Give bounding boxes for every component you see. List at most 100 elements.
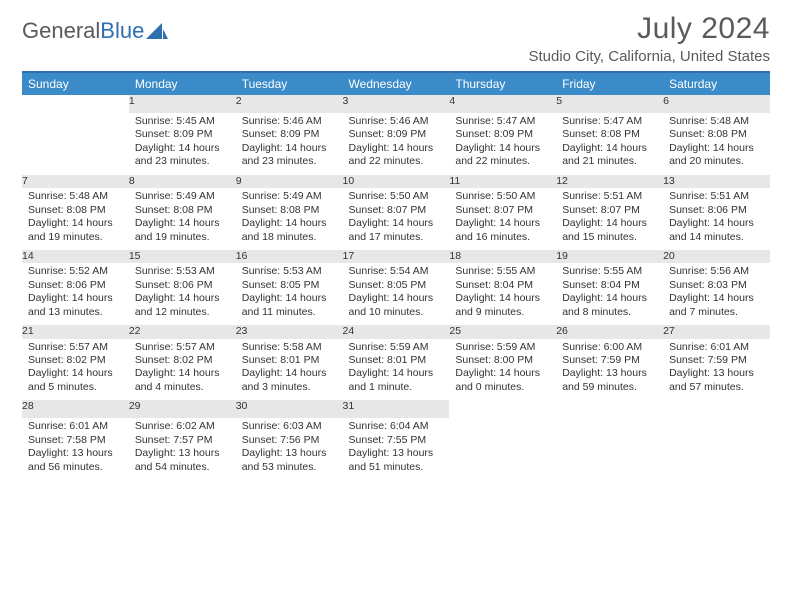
day-number: 14 [22,250,129,263]
sunrise-line: Sunrise: 5:51 AM [562,190,657,203]
daylight-line: Daylight: 14 hours and 18 minutes. [242,217,337,244]
daylight-line: Daylight: 14 hours and 19 minutes. [28,217,123,244]
daylight-line: Daylight: 14 hours and 19 minutes. [135,217,230,244]
day-number: 17 [343,250,450,263]
sunrise-line: Sunrise: 6:02 AM [135,420,230,433]
sunrise-line: Sunrise: 5:56 AM [669,265,764,278]
sunrise-line: Sunrise: 5:46 AM [242,115,337,128]
daylight-line: Daylight: 13 hours and 51 minutes. [349,447,444,474]
location: Studio City, California, United States [528,48,770,65]
daylight-line: Daylight: 14 hours and 22 minutes. [349,142,444,169]
daylight-line: Daylight: 14 hours and 15 minutes. [562,217,657,244]
sunset-line: Sunset: 8:07 PM [562,204,657,217]
day-number: 16 [236,250,343,263]
sunrise-line: Sunrise: 5:55 AM [455,265,550,278]
daybody-row: Sunrise: 6:01 AMSunset: 7:58 PMDaylight:… [22,418,770,480]
daylight-line: Daylight: 14 hours and 1 minute. [349,367,444,394]
day-cell: Sunrise: 5:47 AMSunset: 8:09 PMDaylight:… [449,113,556,175]
daynum-row: 14151617181920 [22,250,770,263]
sunset-line: Sunset: 8:07 PM [349,204,444,217]
weekday-header: Thursday [449,72,556,95]
day-number: 27 [663,325,770,338]
daylight-line: Daylight: 13 hours and 53 minutes. [242,447,337,474]
daylight-line: Daylight: 14 hours and 9 minutes. [455,292,550,319]
daybody-row: Sunrise: 5:48 AMSunset: 8:08 PMDaylight:… [22,188,770,250]
daynum-row: 78910111213 [22,175,770,188]
sunset-line: Sunset: 8:03 PM [669,279,764,292]
sunrise-line: Sunrise: 5:48 AM [28,190,123,203]
sunset-line: Sunset: 8:01 PM [242,354,337,367]
logo: GeneralBlue [22,12,168,44]
daybody-row: Sunrise: 5:45 AMSunset: 8:09 PMDaylight:… [22,113,770,175]
day-cell: Sunrise: 5:48 AMSunset: 8:08 PMDaylight:… [22,188,129,250]
sunrise-line: Sunrise: 5:53 AM [242,265,337,278]
sunset-line: Sunset: 8:08 PM [242,204,337,217]
daylight-line: Daylight: 13 hours and 57 minutes. [669,367,764,394]
day-cell: Sunrise: 5:59 AMSunset: 8:00 PMDaylight:… [449,339,556,401]
day-blank [556,400,663,418]
sunrise-line: Sunrise: 5:58 AM [242,341,337,354]
day-cell: Sunrise: 5:53 AMSunset: 8:05 PMDaylight:… [236,263,343,325]
weekday-header: Friday [556,72,663,95]
daylight-line: Daylight: 14 hours and 0 minutes. [455,367,550,394]
daylight-line: Daylight: 14 hours and 12 minutes. [135,292,230,319]
title-block: July 2024 Studio City, California, Unite… [528,12,770,65]
day-cell: Sunrise: 5:57 AMSunset: 8:02 PMDaylight:… [129,339,236,401]
day-number: 5 [556,95,663,113]
sunset-line: Sunset: 8:09 PM [135,128,230,141]
daybody-row: Sunrise: 5:57 AMSunset: 8:02 PM Daylight:… [22,339,770,401]
sunrise-line: Sunrise: 5:57 AM [135,341,230,354]
sunrise-line: Sunrise: 5:51 AM [669,190,764,203]
day-cell: Sunrise: 5:46 AMSunset: 8:09 PMDaylight:… [236,113,343,175]
sunset-line: Sunset: 8:09 PM [349,128,444,141]
sunset-line: Sunset: 8:05 PM [349,279,444,292]
sunset-line: Sunset: 8:08 PM [562,128,657,141]
daynum-row: 123456 [22,95,770,113]
sunset-line: Sunset: 8:08 PM [28,204,123,217]
sunset-line: Sunset: 7:56 PM [242,434,337,447]
day-number: 24 [343,325,450,338]
sunrise-line: Sunrise: 5:59 AM [349,341,444,354]
sunset-line: Sunset: 8:05 PM [242,279,337,292]
day-number: 30 [236,400,343,418]
sunrise-line: Sunrise: 5:49 AM [242,190,337,203]
day-number: 12 [556,175,663,188]
daylight-line: Daylight: 14 hours and 11 minutes. [242,292,337,319]
day-cell: Sunrise: 5:56 AMSunset: 8:03 PMDaylight:… [663,263,770,325]
day-number: 31 [343,400,450,418]
sunset-line: Sunset: 8:04 PM [455,279,550,292]
sunset-line: Sunset: 7:57 PM [135,434,230,447]
day-cell: Sunrise: 5:50 AMSunset: 8:07 PMDaylight:… [449,188,556,250]
day-cell: Sunrise: 5:45 AMSunset: 8:09 PMDaylight:… [129,113,236,175]
daylight-line: Daylight: 13 hours and 59 minutes. [562,367,657,394]
weekday-header-row: SundayMondayTuesdayWednesdayThursdayFrid… [22,72,770,95]
sunrise-line: Sunrise: 5:50 AM [349,190,444,203]
daylight-line: Daylight: 14 hours and 14 minutes. [669,217,764,244]
day-number: 9 [236,175,343,188]
day-number: 23 [236,325,343,338]
sunset-line: Sunset: 8:09 PM [242,128,337,141]
day-number: 20 [663,250,770,263]
sunset-line: Sunset: 8:06 PM [28,279,123,292]
day-number: 29 [129,400,236,418]
day-cell: Sunrise: 5:57 AMSunset: 8:02 PMDaylight:… [22,339,129,401]
day-cell: Sunrise: 5:53 AMSunset: 8:06 PMDaylight:… [129,263,236,325]
sunset-line: Sunset: 8:02 PM [135,354,230,367]
sunset-line: Sunset: 8:07 PM [455,204,550,217]
daylight-line: Daylight: 13 hours and 56 minutes. [28,447,123,474]
day-number: 10 [343,175,450,188]
sunset-line: Sunset: 8:06 PM [669,204,764,217]
day-cell: Sunrise: 6:01 AMSunset: 7:59 PMDaylight:… [663,339,770,401]
daylight-line: Daylight: 14 hours and 22 minutes. [455,142,550,169]
day-cell: Sunrise: 6:03 AMSunset: 7:56 PMDaylight:… [236,418,343,480]
sunrise-line: Sunrise: 5:46 AM [349,115,444,128]
sunset-line: Sunset: 8:00 PM [455,354,550,367]
day-number: 3 [343,95,450,113]
sunset-line: Sunset: 7:55 PM [349,434,444,447]
daylight-line: Daylight: 14 hours and 13 minutes. [28,292,123,319]
day-cell: Sunrise: 5:49 AMSunset: 8:08 PMDaylight:… [236,188,343,250]
daylight-line: Daylight: 14 hours and 5 minutes. [28,367,123,394]
logo-word-blue: Blue [100,18,144,44]
daylight-line: Daylight: 13 hours and 54 minutes. [135,447,230,474]
weekday-header: Wednesday [343,72,450,95]
